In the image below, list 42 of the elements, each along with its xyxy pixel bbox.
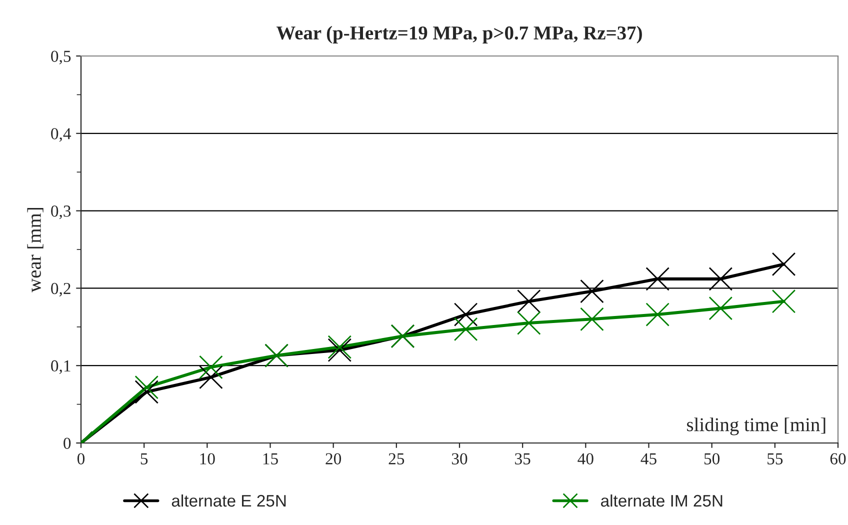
x-tick-label: 50 bbox=[704, 453, 720, 464]
y-tick-label: 0,5 bbox=[51, 50, 71, 64]
x-tick-label: 30 bbox=[452, 453, 468, 464]
x-tick-label: 20 bbox=[326, 453, 342, 464]
x-tick-label: 60 bbox=[830, 453, 846, 464]
legend-label: alternate IM 25N bbox=[601, 494, 722, 507]
x-tick-label: 45 bbox=[640, 453, 656, 464]
x-tick-label: 5 bbox=[140, 453, 148, 464]
point bbox=[199, 365, 223, 390]
point bbox=[708, 296, 733, 320]
point bbox=[708, 267, 733, 291]
x-tick-label: 40 bbox=[578, 453, 594, 464]
point bbox=[454, 302, 478, 326]
legend-label: alternate E 25N bbox=[172, 494, 286, 507]
point bbox=[646, 302, 670, 326]
x-tick-label: 10 bbox=[200, 453, 215, 464]
y-tick-label: 0,4 bbox=[51, 128, 72, 142]
point bbox=[580, 307, 604, 332]
x-tick-label: 35 bbox=[515, 453, 530, 464]
chart-title: Wear (p-Hertz=19 MPa, p>0.7 MPa, Rz=37) bbox=[276, 26, 642, 44]
point bbox=[199, 355, 223, 380]
point bbox=[134, 375, 158, 400]
point bbox=[328, 335, 352, 359]
y-tick-label: 0,3 bbox=[51, 206, 71, 220]
point bbox=[134, 380, 158, 404]
y-tick-label: 0 bbox=[64, 438, 71, 449]
x-tick-label: 55 bbox=[768, 453, 783, 464]
point bbox=[517, 311, 541, 335]
y-tick-label: 0,2 bbox=[51, 282, 70, 297]
x-tick-label: 25 bbox=[388, 453, 404, 464]
x-tick-label: 0 bbox=[77, 453, 85, 464]
point bbox=[580, 279, 604, 304]
y-tick-label: 0,1 bbox=[51, 360, 70, 374]
point bbox=[772, 289, 796, 314]
point bbox=[772, 252, 796, 276]
point bbox=[454, 317, 478, 342]
x-axis-title: sliding time [min] bbox=[687, 418, 826, 436]
x-tick-label: 15 bbox=[263, 453, 278, 464]
y-axis-title: wear [mm] bbox=[27, 208, 44, 292]
point bbox=[328, 338, 352, 362]
point bbox=[517, 289, 541, 314]
point bbox=[646, 267, 670, 291]
